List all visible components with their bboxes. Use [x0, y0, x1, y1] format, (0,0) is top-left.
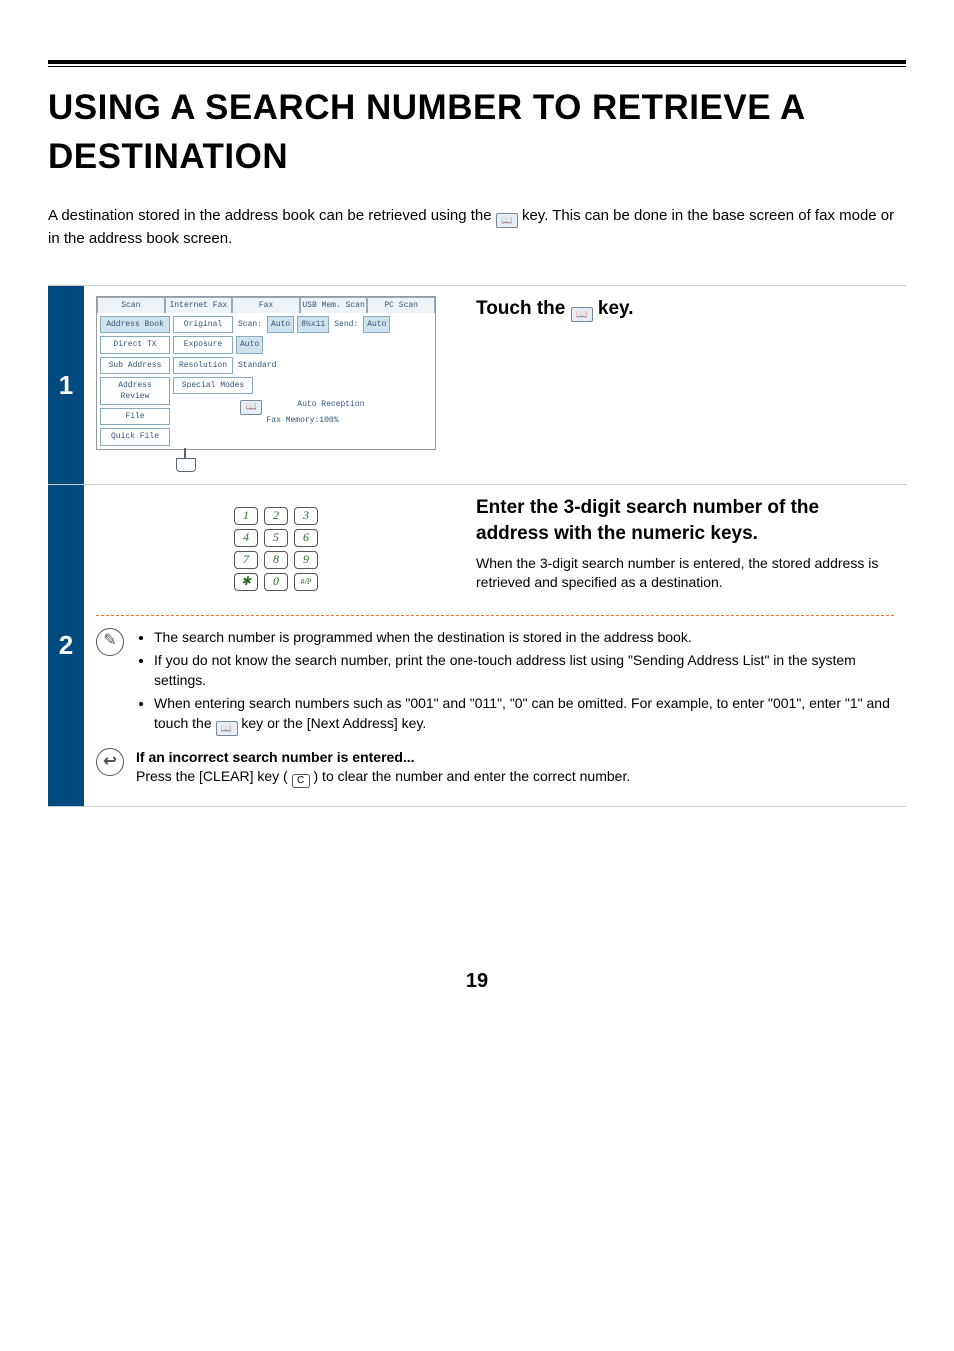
key-hash: #/P — [294, 573, 318, 591]
sb-address-book: Address Book — [100, 316, 170, 333]
note-1: The search number is programmed when the… — [154, 628, 894, 648]
step-1-number: 1 — [48, 286, 84, 484]
step-2-number: 2 — [48, 485, 84, 807]
key-2: 2 — [264, 507, 288, 525]
page-title: USING A SEARCH NUMBER TO RETRIEVE A DEST… — [48, 83, 906, 181]
tab-usb: USB Mem. Scan — [300, 297, 368, 313]
lbl-special-modes: Special Modes — [173, 377, 253, 394]
key-5: 5 — [264, 529, 288, 547]
lbl-resolution: Resolution — [173, 357, 233, 374]
key-4: 4 — [234, 529, 258, 547]
txt-scan: Scan: — [236, 319, 264, 330]
btn-auto2: Auto — [363, 316, 390, 333]
step-2-instruction: Enter the 3-digit search number of the a… — [476, 495, 894, 548]
step-2-subtext: When the 3-digit search number is entere… — [476, 554, 894, 593]
key-1: 1 — [234, 507, 258, 525]
book-key-icon — [496, 213, 518, 228]
txt-send: Send: — [332, 319, 360, 330]
step-1-row: 1 Scan Internet Fax Fax USB Mem. Scan PC… — [48, 286, 906, 485]
book-key-icon-inline — [571, 307, 593, 322]
tab-scan: Scan — [97, 297, 165, 313]
sb-direct-tx: Direct TX — [100, 336, 170, 353]
key-star: ✱ — [234, 573, 258, 591]
step-2-row: 2 1 2 3 4 5 6 — [48, 485, 906, 808]
tab-ifax: Internet Fax — [165, 297, 233, 313]
key-6: 6 — [294, 529, 318, 547]
step1-inst-after: key. — [598, 298, 634, 319]
btn-exposure-auto: Auto — [236, 336, 263, 353]
step1-inst-before: Touch the — [476, 298, 571, 319]
rule-top-thick — [48, 60, 906, 64]
undo-line: Press the [CLEAR] key ( C ) to clear the… — [136, 767, 894, 788]
sb-sub-address: Sub Address — [100, 357, 170, 374]
clear-key-icon: C — [292, 774, 310, 788]
note-block-pencil: The search number is programmed when the… — [96, 628, 894, 740]
sb-file: File — [100, 408, 170, 425]
sb-address-review: Address Review — [100, 377, 170, 405]
panel-book-icon — [240, 400, 262, 415]
tab-pc: PC Scan — [367, 297, 435, 313]
note-3: When entering search numbers such as "00… — [154, 694, 894, 736]
fax-screen-panel: Scan Internet Fax Fax USB Mem. Scan PC S… — [96, 296, 436, 450]
pointer-icon — [176, 448, 198, 474]
pencil-icon — [96, 628, 124, 656]
panel-tabs: Scan Internet Fax Fax USB Mem. Scan PC S… — [97, 297, 435, 313]
key-7: 7 — [234, 551, 258, 569]
key-9: 9 — [294, 551, 318, 569]
dashed-separator — [96, 615, 894, 616]
tab-fax: Fax — [232, 297, 300, 313]
btn-size: 8½x11 — [297, 316, 329, 333]
key-0: 0 — [264, 573, 288, 591]
undo-heading: If an incorrect search number is entered… — [136, 748, 894, 768]
txt-standard: Standard — [236, 360, 278, 371]
step-1-instruction: Touch the key. — [476, 296, 894, 323]
btn-auto1: Auto — [267, 316, 294, 333]
note-block-undo: If an incorrect search number is entered… — [96, 748, 894, 789]
rule-top-thin — [48, 66, 906, 67]
steps-table: 1 Scan Internet Fax Fax USB Mem. Scan PC… — [48, 285, 906, 807]
footer-fax-memory: Fax Memory:100% — [266, 416, 338, 425]
numeric-keypad: 1 2 3 4 5 6 7 8 9 — [234, 495, 318, 603]
intro-before: A destination stored in the address book… — [48, 207, 496, 224]
intro-paragraph: A destination stored in the address book… — [48, 205, 906, 249]
note-2: If you do not know the search number, pr… — [154, 651, 894, 690]
key-3: 3 — [294, 507, 318, 525]
lbl-exposure: Exposure — [173, 336, 233, 353]
key-8: 8 — [264, 551, 288, 569]
note3-after: key or the [Next Address] key. — [241, 715, 426, 731]
panel-sidebar: Address Book Direct TX Sub Address Addre… — [100, 316, 170, 445]
undo-after: ) to clear the number and enter the corr… — [314, 768, 631, 784]
undo-before: Press the [CLEAR] key ( — [136, 768, 288, 784]
page-number: 19 — [48, 967, 906, 995]
footer-auto-reception: Auto Reception — [297, 400, 364, 409]
lbl-original: Original — [173, 316, 233, 333]
undo-icon — [96, 748, 124, 776]
notes-list: The search number is programmed when the… — [136, 628, 894, 736]
sb-quick-file: Quick File — [100, 428, 170, 445]
book-key-icon-note — [216, 721, 238, 736]
